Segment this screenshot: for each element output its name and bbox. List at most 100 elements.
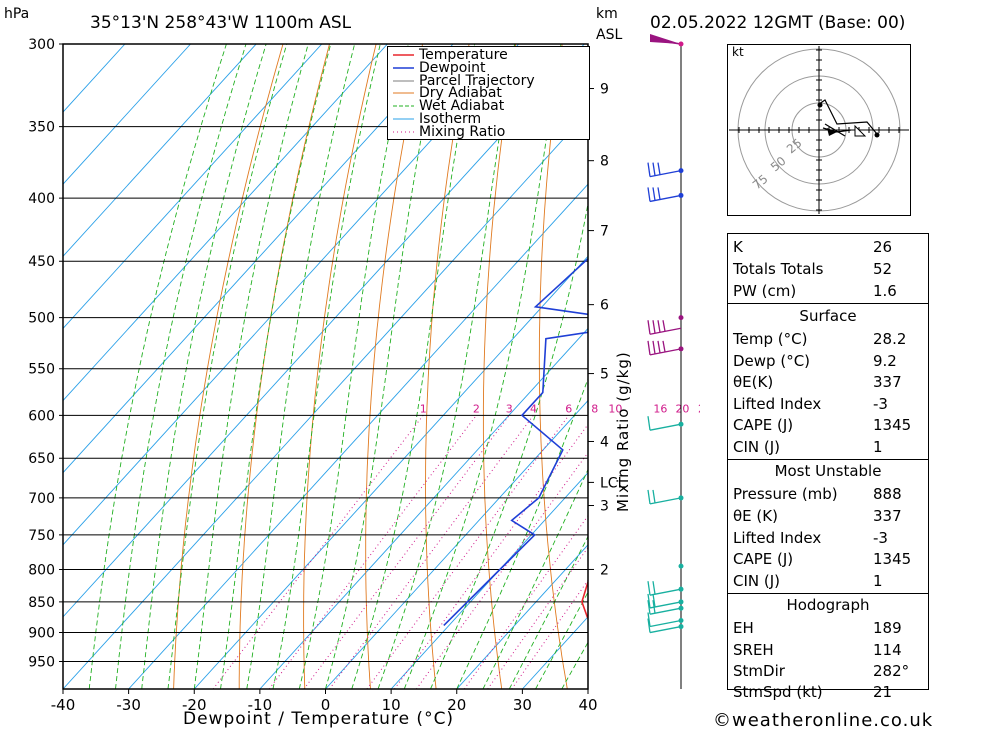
surface-li-label: Lifted Index — [733, 395, 822, 413]
wind-barb — [651, 39, 682, 45]
stmdir-row: StmDir 282° — [728, 660, 928, 681]
temperature-tick-label: 10 — [382, 696, 401, 714]
sreh-row: SREH 114 — [728, 639, 928, 660]
hodograph-marker-icon — [854, 124, 867, 137]
wind-barb — [649, 588, 682, 596]
legend-label-dry-adiabat: Dry Adiabat — [419, 85, 502, 101]
km-tick-label: LCL — [600, 475, 626, 491]
wind-barb-feather — [657, 187, 661, 200]
divider — [728, 593, 928, 594]
wind-barb-feather — [652, 320, 656, 334]
surface-cin-row: CIN (J) 1 — [728, 436, 928, 457]
mixing-ratio-label: 1 — [420, 402, 427, 415]
wet-adiabat-line — [535, 591, 588, 689]
legend-label-isotherm: Isotherm — [419, 111, 482, 127]
pressure-tick-label: 300 — [28, 37, 55, 53]
surface-theta-label: θE(K) — [733, 373, 774, 391]
pressure-tick-label: 400 — [28, 191, 55, 207]
totals-totals-value: 52 — [873, 260, 893, 278]
wet-adiabat-line — [167, 44, 288, 689]
dry-adiabat-line — [173, 44, 284, 689]
mu-pressure-value: 888 — [873, 485, 902, 503]
isotherm-line — [325, 399, 588, 689]
pressure-tick-label: 800 — [28, 562, 55, 578]
mixing-ratio-axis-title: Mixing Ratio (g/kg) — [614, 351, 632, 512]
stmdir-label: StmDir — [733, 662, 785, 680]
wind-barb-feather — [662, 320, 666, 332]
wind-barb-feather — [652, 593, 656, 608]
surface-theta-value: 337 — [873, 373, 902, 391]
mixing-ratio-line — [511, 579, 588, 689]
pressure-tick-label: 450 — [28, 254, 55, 270]
mu-pressure-label: Pressure (mb) — [733, 485, 838, 503]
mixing-ratio-line — [303, 414, 510, 689]
wind-barb-feather — [647, 581, 651, 596]
copyright-footer: ©weatheronline.co.uk — [713, 710, 934, 731]
mixing-ratio-label: 2 — [473, 402, 480, 415]
wind-barb — [649, 607, 682, 615]
stmspd-label: StmSpd (kt) — [733, 683, 823, 701]
pw-value: 1.6 — [873, 282, 897, 300]
isotherm-line — [63, 44, 257, 257]
sreh-value: 114 — [873, 641, 902, 659]
mu-cin-value: 1 — [873, 572, 883, 590]
parcel-trajectory-profile — [595, 44, 700, 625]
wind-barb-feather — [647, 340, 651, 355]
temperature-tick-label: -30 — [116, 696, 141, 714]
isotherm-line — [522, 616, 588, 689]
pressure-tick-label: 350 — [28, 120, 55, 136]
isotherm-line — [193, 255, 588, 689]
wind-barb-feather — [647, 600, 651, 615]
wet-adiabat-line — [141, 44, 267, 689]
surface-li-row: Lifted Index -3 — [728, 393, 928, 414]
wet-adiabat-line — [430, 201, 588, 689]
pressure-tick-label: 550 — [28, 362, 55, 378]
wind-barb-feather — [647, 593, 651, 609]
isotherm-line — [128, 183, 588, 689]
temperature-profile — [581, 579, 588, 620]
wind-barb-feather — [652, 581, 656, 595]
isotherm-line — [259, 327, 588, 689]
stmspd-value: 21 — [873, 683, 893, 701]
km-tick-label: 3 — [600, 499, 609, 515]
k-index-value: 26 — [873, 238, 893, 256]
surface-cin-value: 1 — [873, 438, 883, 456]
wind-barb-feather — [657, 162, 661, 175]
wind-barb — [649, 619, 682, 628]
plot-frame — [62, 43, 589, 690]
temperature-tick-label: -40 — [51, 696, 76, 714]
eh-value: 189 — [873, 619, 902, 637]
legend-label-dewpoint: Dewpoint — [419, 60, 486, 76]
legend-label-temperature: Temperature — [419, 47, 508, 63]
wind-barb — [649, 327, 682, 335]
mixing-ratio-label: 25 — [698, 402, 700, 415]
dewpoint-profile — [443, 257, 588, 626]
mixing-ratio-line — [366, 415, 570, 689]
isotherm-line — [63, 111, 588, 689]
mixing-ratio-label: 6 — [565, 402, 572, 415]
stmdir-value: 282° — [873, 662, 910, 680]
isotherm-line — [390, 471, 588, 689]
isotherm-line — [63, 44, 520, 546]
asl-unit-label: ASL — [596, 27, 623, 43]
wet-adiabat-line — [115, 44, 247, 689]
mu-theta-value: 337 — [873, 507, 902, 525]
wind-barb-feather — [652, 489, 656, 504]
wind-barb-feather — [662, 340, 666, 352]
pw-row: PW (cm) 1.6 — [728, 280, 928, 301]
temperature-tick-label: -10 — [248, 696, 273, 714]
surface-cape-value: 1345 — [873, 416, 912, 434]
surface-cin-label: CIN (J) — [733, 438, 781, 456]
km-tick-label: 4 — [600, 434, 609, 450]
surface-temp-row: Temp (°C) 28.2 — [728, 328, 928, 349]
wind-barb — [649, 348, 682, 356]
mixing-ratio-label: 16 — [653, 402, 667, 415]
temperature-tick-label: 30 — [513, 696, 532, 714]
hodograph-trace — [824, 123, 846, 137]
wind-barb-feather — [647, 416, 651, 431]
wet-adiabat-line — [482, 468, 588, 689]
wet-adiabat-line — [377, 44, 516, 689]
pressure-unit-label: hPa — [4, 6, 30, 22]
wind-level-dot — [678, 41, 684, 47]
wind-barb-feather — [652, 340, 656, 354]
